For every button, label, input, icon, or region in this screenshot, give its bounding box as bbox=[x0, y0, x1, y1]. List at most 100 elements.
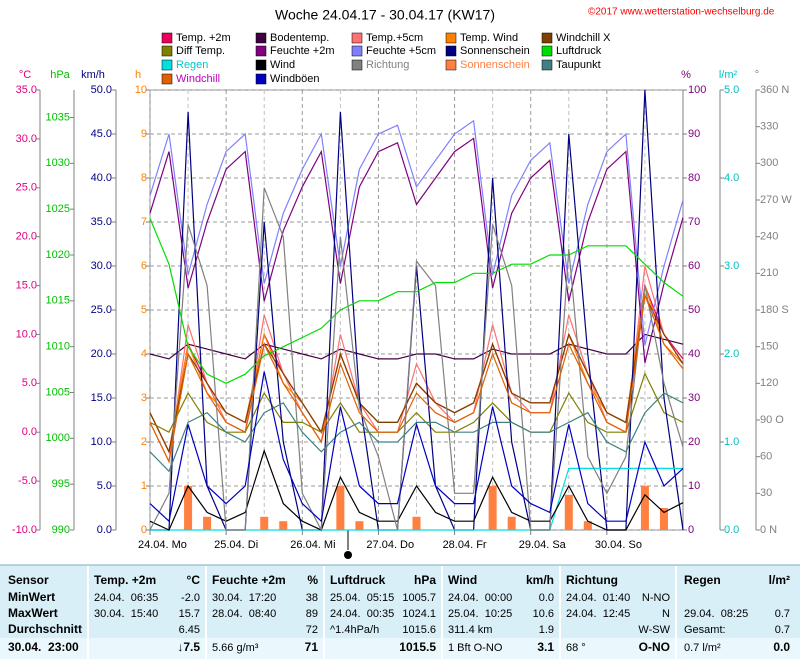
legend-label: Bodentemp. bbox=[270, 32, 329, 44]
y-tick-label: 45.0 bbox=[91, 128, 112, 140]
y-tick-label: 70 bbox=[688, 216, 700, 228]
axis-unit: °C bbox=[19, 69, 31, 81]
y-tick-label: 150 bbox=[760, 341, 778, 353]
y-tick-label: 30.0 bbox=[91, 260, 112, 272]
sunshine-bar bbox=[260, 516, 269, 530]
cell-text: 68 ° bbox=[566, 642, 586, 654]
cell-value: 6.45 bbox=[179, 624, 200, 636]
y-tick-label: 1030 bbox=[46, 157, 70, 169]
y-tick-label: 5 bbox=[141, 304, 147, 316]
y-tick-label: 120 bbox=[760, 377, 778, 389]
y-tick-label: 300 bbox=[760, 157, 778, 169]
y-tick-label: 4.0 bbox=[724, 172, 739, 184]
y-tick-label: 30.0 bbox=[16, 133, 37, 145]
y-tick-label: 15.0 bbox=[16, 279, 37, 291]
x-tick-label: 26.04. Mi bbox=[290, 539, 335, 551]
y-tick-label: 1025 bbox=[46, 203, 70, 215]
y-tick-label: 35.0 bbox=[91, 216, 112, 228]
y-tick-label: 270 W bbox=[760, 194, 792, 206]
table-header-unit: °C bbox=[187, 573, 201, 587]
series-line bbox=[149, 119, 684, 346]
row-label: MaxWert bbox=[8, 606, 58, 620]
legend-swatch bbox=[255, 59, 267, 71]
y-tick-label: 1015 bbox=[46, 295, 70, 307]
sunshine-bar bbox=[564, 494, 573, 530]
x-tick-label: 25.04. Di bbox=[214, 539, 258, 551]
cell-text: 1 Bft O-NO bbox=[448, 642, 503, 654]
y-tick-label: 0 bbox=[688, 524, 694, 536]
series-line bbox=[149, 137, 684, 363]
legend-swatch bbox=[255, 45, 267, 57]
table-header-unit: km/h bbox=[526, 573, 554, 587]
cell-value: 1005.7 bbox=[402, 592, 436, 604]
sunshine-bar bbox=[640, 486, 649, 530]
y-tick-label: 80 bbox=[688, 172, 700, 184]
cell-value: W-SW bbox=[638, 624, 670, 636]
legend-label: Windchill X bbox=[556, 32, 611, 44]
table-header-unit: hPa bbox=[414, 573, 436, 587]
legend-label: Richtung bbox=[366, 59, 409, 71]
cell-value: O-NO bbox=[639, 640, 670, 654]
series-line bbox=[149, 333, 684, 360]
legend-swatch bbox=[541, 32, 553, 44]
legend-swatch bbox=[541, 59, 553, 71]
x-tick-label: 27.04. Do bbox=[366, 539, 414, 551]
cell-text: 24.04. 00:00 bbox=[448, 592, 512, 604]
sunshine-bar bbox=[203, 516, 212, 530]
cell-value: 3.1 bbox=[537, 640, 554, 654]
y-tick-label: 8 bbox=[141, 172, 147, 184]
y-tick-label: 7 bbox=[141, 216, 147, 228]
cell-text: Gesamt: bbox=[684, 624, 726, 636]
y-tick-label: 20.0 bbox=[91, 348, 112, 360]
x-tick-label: 28.04. Fr bbox=[443, 539, 487, 551]
moon-marker bbox=[344, 551, 352, 559]
legend-label: Windchill bbox=[176, 73, 220, 85]
cell-text: 30.04. 17:20 bbox=[212, 592, 276, 604]
y-tick-label: 5.0 bbox=[22, 377, 37, 389]
cell-text: 24.04. 12:45 bbox=[566, 608, 630, 620]
cell-text: 0.7 l/m² bbox=[684, 642, 721, 654]
y-tick-label: 10.0 bbox=[91, 436, 112, 448]
y-tick-label: 3 bbox=[141, 392, 147, 404]
axis-unit: km/h bbox=[81, 69, 105, 81]
cell-value: -2.0 bbox=[181, 592, 200, 604]
legend-swatch bbox=[161, 59, 173, 71]
y-tick-label: 180 S bbox=[760, 304, 789, 316]
cell-value: 0.7 bbox=[775, 608, 790, 620]
y-tick-label: 5.0 bbox=[724, 84, 739, 96]
sunshine-bar bbox=[583, 521, 592, 530]
legend-swatch bbox=[351, 32, 363, 44]
cell-text: 25.04. 10:25 bbox=[448, 608, 512, 620]
legend-label: Temp. +2m bbox=[176, 32, 231, 44]
y-tick-label: 9 bbox=[141, 128, 147, 140]
sunshine-bar bbox=[488, 486, 497, 530]
legend-swatch bbox=[445, 45, 457, 57]
cell-value: ↓7.5 bbox=[177, 640, 200, 654]
cell-value: N bbox=[662, 608, 670, 620]
x-tick-label: 30.04. So bbox=[595, 539, 642, 551]
legend-label: Sonnenschein bbox=[460, 59, 530, 71]
legend-label: Windböen bbox=[270, 73, 320, 85]
sunshine-bar bbox=[412, 516, 421, 530]
legend-label: Regen bbox=[176, 59, 208, 71]
row-label: MinWert bbox=[8, 590, 55, 604]
y-tick-label: 35.0 bbox=[16, 84, 37, 96]
legend-label: Diff Temp. bbox=[176, 45, 225, 57]
table-current-row bbox=[0, 638, 800, 659]
legend-label: Wind bbox=[270, 59, 295, 71]
series-line bbox=[149, 187, 684, 533]
y-tick-label: 0.0 bbox=[97, 524, 112, 536]
cell-value: 0.0 bbox=[539, 592, 554, 604]
legend-label: Luftdruck bbox=[556, 45, 602, 57]
y-tick-label: 210 bbox=[760, 267, 778, 279]
table-header-unit: % bbox=[307, 573, 318, 587]
cell-text: 24.04. 00:35 bbox=[330, 608, 394, 620]
y-tick-label: 90 bbox=[688, 128, 700, 140]
sunshine-bar bbox=[507, 516, 516, 530]
y-tick-label: 25.0 bbox=[16, 182, 37, 194]
y-tick-label: 10 bbox=[135, 84, 147, 96]
cell-text: 25.04. 05:15 bbox=[330, 592, 394, 604]
y-tick-label: 40 bbox=[688, 348, 700, 360]
cell-text: 311.4 km bbox=[448, 624, 492, 636]
y-tick-label: 90 O bbox=[760, 414, 784, 426]
